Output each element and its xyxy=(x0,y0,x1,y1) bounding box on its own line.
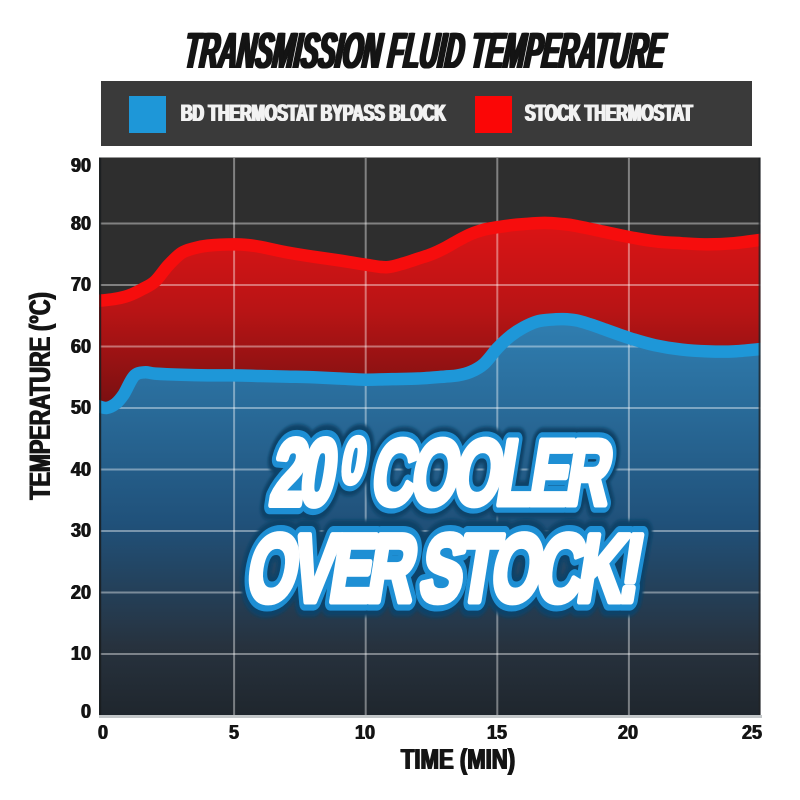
svg-text:OVER STOCK!: OVER STOCK! xyxy=(241,516,647,622)
svg-text:OVER STOCK!: OVER STOCK! xyxy=(241,516,647,622)
svg-text:200 COOLER: 200 COOLER xyxy=(265,420,619,525)
svg-text:OVER STOCK!: OVER STOCK! xyxy=(241,516,647,622)
svg-text:200 COOLER: 200 COOLER xyxy=(265,420,619,525)
